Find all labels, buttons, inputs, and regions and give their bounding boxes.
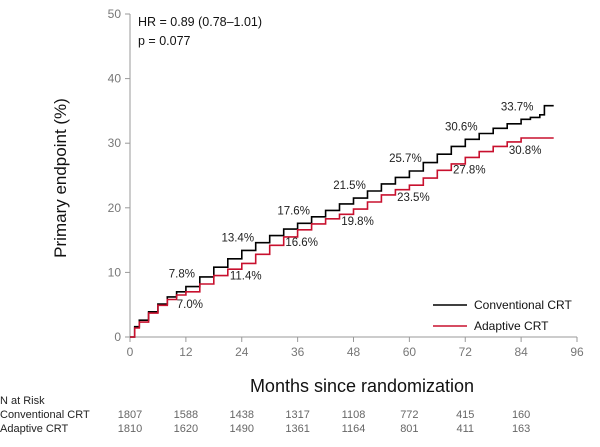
risk-count: 1438	[229, 409, 254, 421]
data-label: 30.8%	[509, 145, 542, 157]
p-value-annotation: p = 0.077	[138, 34, 191, 48]
y-tick-label: 30	[108, 136, 122, 150]
x-tick-label: 0	[127, 345, 134, 359]
risk-count: 160	[511, 409, 531, 421]
data-label: 25.7%	[389, 153, 422, 165]
legend: Conventional CRT Adaptive CRT	[433, 298, 572, 333]
hazard-ratio-annotation: HR = 0.89 (0.78–1.01)	[138, 15, 262, 29]
data-label: 7.8%	[169, 269, 195, 281]
risk-count: 1588	[173, 409, 199, 421]
risk-count: 1108	[341, 409, 366, 421]
data-label: 19.8%	[341, 216, 374, 228]
risk-count: 163	[511, 423, 531, 435]
data-label: 21.5%	[333, 180, 366, 192]
x-tick-label: 24	[235, 345, 249, 359]
y-tick-label: 0	[114, 330, 121, 344]
data-label: 16.6%	[285, 237, 318, 249]
y-tick-label: 20	[108, 201, 122, 215]
y-tick-label: 50	[108, 7, 122, 21]
legend-label-adaptive: Adaptive CRT	[474, 319, 549, 333]
y-tick-label: 40	[108, 72, 122, 86]
km-chart: 0 12 24 36 48 60 72 84 96 0 10 20 30 40 50 7.8% 13.4% 17…	[51, 7, 584, 395]
risk-count: 1164	[341, 423, 366, 435]
series-line-conventional	[130, 104, 554, 338]
series-line-adaptive	[130, 137, 554, 338]
axes	[125, 13, 578, 342]
y-tick-label: 10	[108, 265, 122, 279]
data-label: 17.6%	[277, 205, 310, 217]
data-label: 23.5%	[397, 192, 430, 204]
data-labels: 7.8% 13.4% 17.6% 21.5% 25.7% 30.6% 33.7% 7.0% 11…	[169, 101, 542, 310]
data-label: 30.6%	[445, 121, 478, 133]
data-label: 11.4%	[230, 270, 262, 282]
x-tick-label: 48	[347, 345, 361, 359]
x-tick-label: 72	[459, 345, 473, 359]
x-tick-label: 36	[291, 345, 305, 359]
tick-labels: 0 12 24 36 48 60 72 84 96 0 10 20 30 40 50	[108, 7, 584, 359]
risk-count: 1807	[117, 409, 143, 421]
data-label: 27.8%	[453, 164, 486, 176]
x-tick-label: 96	[570, 345, 584, 359]
data-label: 7.0%	[177, 299, 203, 311]
risk-count: 772	[400, 409, 419, 421]
data-label: 33.7%	[501, 101, 534, 113]
risk-count: 1620	[173, 423, 199, 435]
risk-count: 415	[456, 409, 475, 421]
risk-row-label: Adaptive CRT	[0, 423, 69, 435]
risk-count: 1361	[285, 423, 310, 435]
x-tick-label: 84	[514, 345, 528, 359]
x-axis-title: Months since randomization	[250, 376, 474, 395]
y-axis-title: Primary endpoint (%)	[51, 98, 70, 258]
risk-row: Adaptive CRT 1810 1620 1490 1361 1164 801 411 16…	[0, 423, 600, 437]
x-tick-label: 60	[403, 345, 417, 359]
series-lines	[130, 104, 554, 338]
risk-count: 1317	[285, 409, 310, 421]
risk-count: 1810	[117, 423, 143, 435]
risk-row: Conventional CRT 1807 1588 1438 1317 1108 772 4…	[0, 409, 600, 423]
risk-count: 1490	[229, 423, 254, 435]
risk-count: 801	[400, 423, 419, 435]
risk-table-title: N at Risk	[0, 395, 45, 407]
data-label: 13.4%	[221, 232, 254, 244]
risk-count: 411	[456, 423, 475, 435]
x-tick-label: 12	[179, 345, 193, 359]
risk-row-label: Conventional CRT	[0, 409, 90, 421]
legend-label-conventional: Conventional CRT	[474, 298, 572, 312]
